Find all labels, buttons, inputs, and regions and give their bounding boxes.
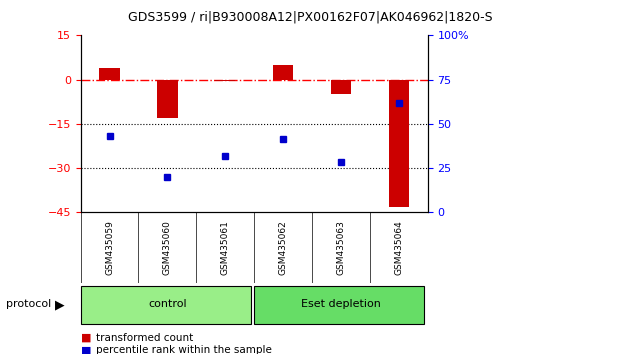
Text: GSM435059: GSM435059 xyxy=(105,220,114,275)
Bar xyxy=(157,80,177,118)
Text: ■: ■ xyxy=(81,333,91,343)
Text: GDS3599 / ri|B930008A12|PX00162F07|AK046962|1820-S: GDS3599 / ri|B930008A12|PX00162F07|AK046… xyxy=(128,11,492,24)
Bar xyxy=(99,68,120,80)
Text: GSM435064: GSM435064 xyxy=(394,221,404,275)
Text: ■: ■ xyxy=(81,346,91,354)
FancyBboxPatch shape xyxy=(81,286,250,324)
FancyBboxPatch shape xyxy=(254,286,424,324)
Text: GSM435060: GSM435060 xyxy=(163,220,172,275)
Text: percentile rank within the sample: percentile rank within the sample xyxy=(96,346,272,354)
Text: ▶: ▶ xyxy=(55,298,64,311)
Text: control: control xyxy=(148,298,187,309)
Text: protocol: protocol xyxy=(6,299,51,309)
Text: transformed count: transformed count xyxy=(96,333,193,343)
Text: Eset depletion: Eset depletion xyxy=(301,298,381,309)
Bar xyxy=(389,80,409,206)
Text: GSM435061: GSM435061 xyxy=(221,220,230,275)
Bar xyxy=(331,80,351,95)
Text: GSM435063: GSM435063 xyxy=(337,220,345,275)
Bar xyxy=(273,65,293,80)
Bar xyxy=(215,80,236,81)
Text: GSM435062: GSM435062 xyxy=(278,221,288,275)
